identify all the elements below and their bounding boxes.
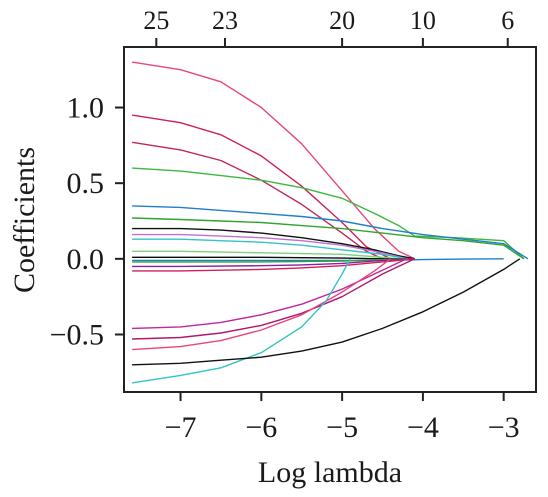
y-axis-label: Coefficients xyxy=(8,147,41,293)
x-tick-label: −3 xyxy=(488,411,520,444)
x-tick-label: −7 xyxy=(165,411,197,444)
coefficient-path-1 xyxy=(131,61,416,260)
y-tick-label: 1.0 xyxy=(67,92,105,125)
coefficient-path-6 xyxy=(132,217,525,260)
coefficient-path-11 xyxy=(132,256,407,260)
top-axis-label: 25 xyxy=(143,6,169,35)
y-tick-label: 0.0 xyxy=(67,243,105,276)
coefficient-path-3 xyxy=(131,141,383,260)
coefficient-path-17 xyxy=(132,258,416,340)
coefficient-path-7 xyxy=(132,227,415,260)
coefficient-path-2 xyxy=(131,114,391,260)
coefficient-path-10 xyxy=(132,250,399,260)
series-layer xyxy=(131,61,529,384)
plot-frame xyxy=(123,46,537,393)
axis-layer: −7 −6 −5 −4 −3 −0.5 0.0 0.5 1.0 25 23 20 10 6 xyxy=(50,6,520,444)
x-axis-label: Log lambda xyxy=(258,456,402,489)
coefficient-path-14 xyxy=(132,258,415,268)
coefficient-path-20 xyxy=(132,258,521,366)
coefficient-path-5 xyxy=(132,205,529,260)
coefficient-path-9 xyxy=(132,238,407,260)
y-tick-label: 0.5 xyxy=(67,167,105,200)
x-tick-label: −4 xyxy=(407,411,439,444)
coefficient-path-12 xyxy=(132,258,504,262)
top-axis-label: 6 xyxy=(501,6,514,35)
coefficient-path-16 xyxy=(132,258,407,330)
x-tick-label: −5 xyxy=(326,411,358,444)
coefficient-path-4 xyxy=(132,167,525,260)
top-axis-label: 23 xyxy=(212,6,238,35)
coefficient-path-19 xyxy=(131,258,351,384)
top-axis-label: 20 xyxy=(329,6,355,35)
coefficient-path-18 xyxy=(132,258,392,351)
x-tick-label: −6 xyxy=(245,411,277,444)
coefficient-path-13 xyxy=(132,258,407,263)
y-tick-label: −0.5 xyxy=(50,319,104,352)
coefficient-path-8 xyxy=(132,233,407,260)
top-axis-label: 10 xyxy=(410,6,436,35)
coefficient-path-15 xyxy=(132,258,415,272)
